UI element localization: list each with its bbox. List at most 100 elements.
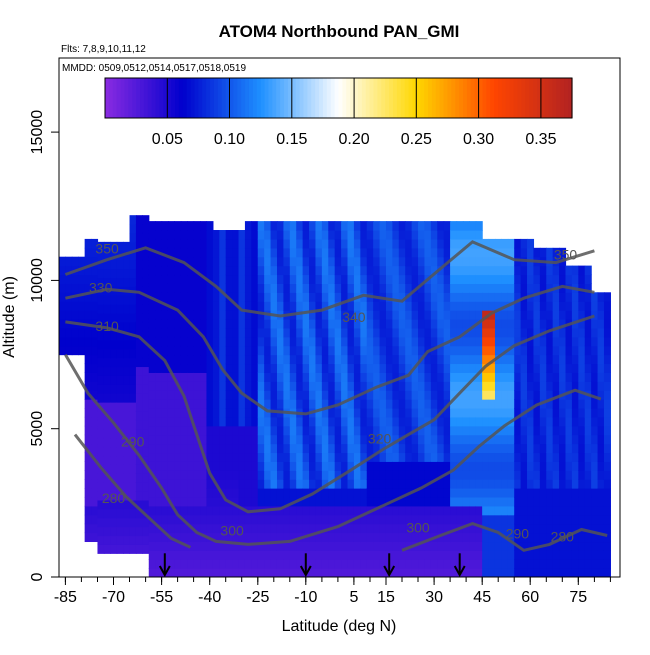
heatmap-cell (206, 514, 214, 525)
heatmap-cell (244, 310, 252, 320)
heatmap-cell (161, 230, 169, 240)
contour-label: 340 (342, 309, 366, 325)
heatmap-cell (257, 318, 265, 329)
heatmap-cell (469, 381, 477, 391)
heatmap-cell (238, 399, 246, 409)
heatmap-cell (379, 283, 387, 293)
heatmap-cell (353, 310, 361, 320)
heatmap-cell (373, 407, 381, 418)
heatmap-cell (385, 221, 393, 231)
heatmap-cell (482, 390, 490, 400)
heatmap-cell (103, 393, 111, 403)
heatmap-cell (501, 488, 509, 498)
heatmap-cell (418, 399, 426, 409)
heatmap-cell (392, 363, 400, 373)
heatmap-cell (264, 247, 272, 258)
heatmap-cell (469, 292, 477, 302)
heatmap-cell (565, 407, 573, 418)
heatmap-cell (578, 550, 586, 560)
heatmap-cell (238, 523, 246, 534)
colorbar-segment (381, 78, 386, 118)
heatmap-cell (514, 256, 522, 267)
heatmap-cell (494, 461, 502, 471)
heatmap-cell (296, 310, 304, 320)
heatmap-cell (450, 505, 458, 516)
heatmap-cell (187, 221, 195, 231)
heatmap-cell (238, 318, 246, 329)
heatmap-cell (591, 399, 599, 409)
heatmap-cell (552, 247, 560, 258)
heatmap-cell (328, 238, 336, 249)
heatmap-cell (309, 372, 317, 382)
heatmap-cell (571, 363, 579, 373)
heatmap-cell (482, 283, 490, 293)
heatmap-cell (507, 238, 515, 249)
heatmap-cell (289, 550, 297, 560)
heatmap-cell (276, 505, 284, 516)
heatmap-cell (603, 336, 611, 347)
heatmap-cell (270, 416, 278, 427)
heatmap-cell (244, 274, 252, 284)
heatmap-cell (315, 425, 323, 436)
heatmap-cell (328, 336, 336, 347)
flight-arrow-head (383, 565, 396, 577)
colorbar-segment (143, 78, 149, 118)
heatmap-cell (584, 568, 592, 577)
heatmap-cell (501, 461, 509, 471)
heatmap-cell (321, 318, 329, 329)
heatmap-cell (584, 416, 592, 427)
heatmap-cell (142, 437, 150, 448)
heatmap-cell (565, 274, 573, 284)
heatmap-cell (584, 310, 592, 320)
heatmap-cell (180, 318, 188, 329)
heatmap-cell (520, 372, 528, 382)
heatmap-cell (341, 265, 349, 276)
heatmap-cell (603, 452, 611, 462)
heatmap-cell (78, 292, 86, 302)
heatmap-cell (283, 470, 291, 480)
heatmap-cell (155, 345, 163, 356)
heatmap-cell (91, 301, 99, 311)
heatmap-cell (206, 230, 214, 240)
colorbar-segment (256, 78, 262, 118)
heatmap-cell (244, 381, 252, 391)
heatmap-cell (321, 568, 329, 577)
heatmap-cell (212, 363, 220, 373)
heatmap-cell (341, 479, 349, 489)
heatmap-cell (507, 381, 515, 391)
heatmap-cell (84, 461, 92, 471)
heatmap-cell (193, 488, 201, 498)
heatmap-cell (559, 354, 567, 365)
heatmap-cell (418, 452, 426, 462)
heatmap-cell (167, 550, 175, 560)
heatmap-cell (565, 505, 573, 516)
heatmap-cell (212, 274, 220, 284)
heatmap-cell (289, 568, 297, 577)
heatmap-cell (276, 541, 284, 551)
heatmap-cell (174, 301, 182, 311)
heatmap-cell (341, 345, 349, 356)
heatmap-cell (366, 301, 374, 311)
heatmap-cell (212, 452, 220, 462)
heatmap-cell (392, 496, 400, 507)
heatmap-cell (559, 381, 567, 391)
heatmap-cell (193, 550, 201, 560)
heatmap-cell (591, 496, 599, 507)
heatmap-cell (559, 488, 567, 498)
colorbar-segment (354, 78, 359, 118)
heatmap-cell (584, 274, 592, 284)
heatmap-cell (167, 452, 175, 462)
heatmap-cell (584, 532, 592, 543)
heatmap-cell (97, 241, 105, 252)
heatmap-cell (398, 336, 406, 347)
colorbar-segment (365, 78, 371, 118)
heatmap-cell (97, 259, 105, 270)
heatmap-cell (103, 286, 111, 296)
heatmap-cell (527, 416, 535, 427)
heatmap-cell (533, 363, 541, 373)
heatmap-cell (385, 265, 393, 276)
heatmap-cell (584, 327, 592, 338)
heatmap-cell (276, 550, 284, 560)
heatmap-cell (591, 354, 599, 365)
heatmap-cell (135, 428, 143, 439)
